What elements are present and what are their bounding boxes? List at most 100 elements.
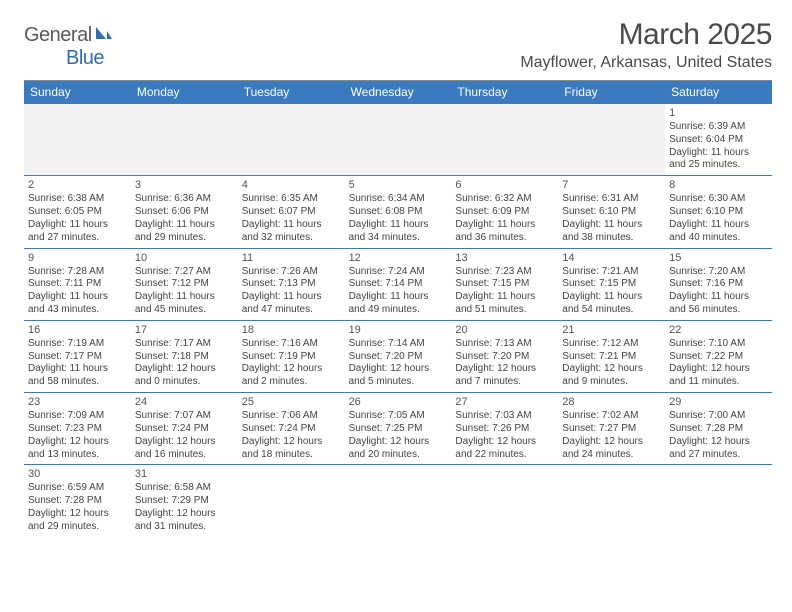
day-number: 18 <box>242 323 341 337</box>
day-number: 22 <box>669 323 768 337</box>
day-info-line: and 56 minutes. <box>669 304 768 317</box>
day-info-line: Sunrise: 6:32 AM <box>455 193 554 206</box>
day-info-line: Sunset: 7:22 PM <box>669 351 768 364</box>
day-info-line: Daylight: 12 hours <box>242 363 341 376</box>
day-info-line: and 58 minutes. <box>28 376 127 389</box>
day-info-line: and 25 minutes. <box>669 159 768 172</box>
day-info-line: Daylight: 12 hours <box>562 436 661 449</box>
day-number: 29 <box>669 395 768 409</box>
brand-text: GeneralBlue <box>24 24 112 70</box>
day-info-line: and 20 minutes. <box>349 449 448 462</box>
empty-cell <box>131 104 238 175</box>
day-number: 12 <box>349 251 448 265</box>
day-number: 6 <box>455 178 554 192</box>
day-number: 1 <box>669 106 768 120</box>
day-info-line: Sunset: 7:24 PM <box>242 423 341 436</box>
day-info-line: and 27 minutes. <box>28 232 127 245</box>
day-info-line: Daylight: 11 hours <box>562 291 661 304</box>
day-info-line: Sunset: 7:15 PM <box>455 278 554 291</box>
day-cell: 7Sunrise: 6:31 AMSunset: 6:10 PMDaylight… <box>558 176 665 247</box>
day-info-line: Daylight: 12 hours <box>455 436 554 449</box>
day-info-line: Sunrise: 7:13 AM <box>455 338 554 351</box>
day-info-line: Sunrise: 7:24 AM <box>349 266 448 279</box>
week-row: 23Sunrise: 7:09 AMSunset: 7:23 PMDayligh… <box>24 393 772 465</box>
day-info-line: Sunrise: 7:26 AM <box>242 266 341 279</box>
day-info-line: and 22 minutes. <box>455 449 554 462</box>
day-number: 26 <box>349 395 448 409</box>
day-info-line: Sunrise: 7:06 AM <box>242 410 341 423</box>
day-info-line: Sunrise: 6:34 AM <box>349 193 448 206</box>
day-cell: 1Sunrise: 6:39 AMSunset: 6:04 PMDaylight… <box>665 104 772 175</box>
day-cell: 15Sunrise: 7:20 AMSunset: 7:16 PMDayligh… <box>665 249 772 320</box>
day-cell: 11Sunrise: 7:26 AMSunset: 7:13 PMDayligh… <box>238 249 345 320</box>
day-info-line: Sunrise: 7:12 AM <box>562 338 661 351</box>
day-number: 15 <box>669 251 768 265</box>
day-number: 14 <box>562 251 661 265</box>
day-info-line: Sunset: 7:18 PM <box>135 351 234 364</box>
day-info-line: Sunset: 7:15 PM <box>562 278 661 291</box>
brand-blue: Blue <box>66 47 104 69</box>
day-info-line: Daylight: 11 hours <box>135 219 234 232</box>
day-info-line: Sunset: 7:19 PM <box>242 351 341 364</box>
day-info-line: Sunrise: 6:31 AM <box>562 193 661 206</box>
empty-cell <box>451 465 558 536</box>
brand-gray: General <box>24 24 92 46</box>
day-info-line: and 45 minutes. <box>135 304 234 317</box>
day-info-line: and 29 minutes. <box>135 232 234 245</box>
day-info-line: Sunrise: 7:07 AM <box>135 410 234 423</box>
day-header: Tuesday <box>238 81 345 104</box>
day-info-line: Sunrise: 7:16 AM <box>242 338 341 351</box>
day-info-line: and 2 minutes. <box>242 376 341 389</box>
day-info-line: and 16 minutes. <box>135 449 234 462</box>
day-cell: 17Sunrise: 7:17 AMSunset: 7:18 PMDayligh… <box>131 321 238 392</box>
day-number: 8 <box>669 178 768 192</box>
day-number: 2 <box>28 178 127 192</box>
day-header: Monday <box>131 81 238 104</box>
day-info-line: Sunset: 6:10 PM <box>669 206 768 219</box>
day-info-line: and 9 minutes. <box>562 376 661 389</box>
day-number: 23 <box>28 395 127 409</box>
day-info-line: Sunset: 6:07 PM <box>242 206 341 219</box>
day-info-line: Sunset: 7:24 PM <box>135 423 234 436</box>
day-header: Saturday <box>665 81 772 104</box>
day-info-line: Sunrise: 6:38 AM <box>28 193 127 206</box>
day-number: 16 <box>28 323 127 337</box>
day-cell: 22Sunrise: 7:10 AMSunset: 7:22 PMDayligh… <box>665 321 772 392</box>
day-info-line: Daylight: 11 hours <box>28 291 127 304</box>
day-number: 3 <box>135 178 234 192</box>
day-cell: 26Sunrise: 7:05 AMSunset: 7:25 PMDayligh… <box>345 393 452 464</box>
day-cell: 14Sunrise: 7:21 AMSunset: 7:15 PMDayligh… <box>558 249 665 320</box>
day-info-line: Sunrise: 7:20 AM <box>669 266 768 279</box>
day-info-line: Daylight: 11 hours <box>562 219 661 232</box>
day-cell: 23Sunrise: 7:09 AMSunset: 7:23 PMDayligh… <box>24 393 131 464</box>
day-number: 19 <box>349 323 448 337</box>
day-info-line: Sunset: 7:28 PM <box>669 423 768 436</box>
empty-cell <box>238 465 345 536</box>
day-info-line: Sunrise: 7:19 AM <box>28 338 127 351</box>
day-header: Friday <box>558 81 665 104</box>
day-info-line: and 24 minutes. <box>562 449 661 462</box>
day-info-line: Sunset: 7:13 PM <box>242 278 341 291</box>
day-info-line: Daylight: 12 hours <box>135 363 234 376</box>
day-info-line: Daylight: 11 hours <box>242 291 341 304</box>
day-cell: 6Sunrise: 6:32 AMSunset: 6:09 PMDaylight… <box>451 176 558 247</box>
day-info-line: Sunset: 6:05 PM <box>28 206 127 219</box>
empty-cell <box>665 465 772 536</box>
day-info-line: Daylight: 12 hours <box>28 508 127 521</box>
empty-cell <box>451 104 558 175</box>
day-info-line: and 29 minutes. <box>28 521 127 534</box>
day-number: 11 <box>242 251 341 265</box>
day-info-line: Daylight: 11 hours <box>349 219 448 232</box>
day-info-line: and 36 minutes. <box>455 232 554 245</box>
brand-logo: GeneralBlue <box>24 24 112 70</box>
day-info-line: Daylight: 12 hours <box>562 363 661 376</box>
day-info-line: Sunrise: 7:02 AM <box>562 410 661 423</box>
day-info-line: and 40 minutes. <box>669 232 768 245</box>
location-text: Mayflower, Arkansas, United States <box>520 54 772 72</box>
day-info-line: Daylight: 12 hours <box>669 363 768 376</box>
day-info-line: Sunrise: 6:39 AM <box>669 121 768 134</box>
day-cell: 12Sunrise: 7:24 AMSunset: 7:14 PMDayligh… <box>345 249 452 320</box>
day-header: Sunday <box>24 81 131 104</box>
day-info-line: Sunset: 7:27 PM <box>562 423 661 436</box>
day-info-line: and 11 minutes. <box>669 376 768 389</box>
